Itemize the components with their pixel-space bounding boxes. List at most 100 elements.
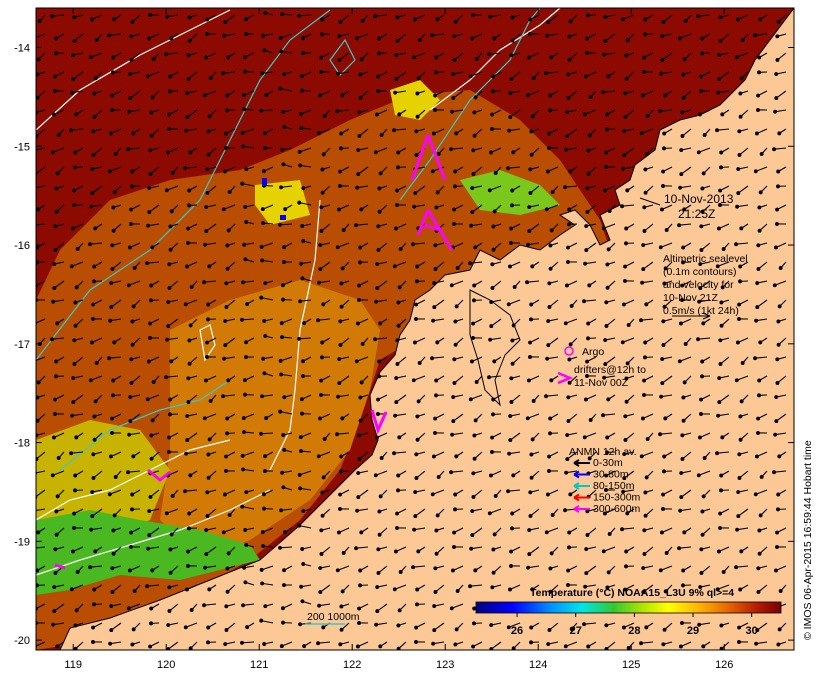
velocity-arrow: [433, 299, 445, 308]
velocity-arrow-head: [259, 244, 264, 249]
velocity-arrow-head: [357, 621, 361, 625]
velocity-arrow: [471, 527, 483, 536]
velocity-arrow: [260, 432, 274, 435]
velocity-arrow-head: [587, 456, 592, 461]
velocity-arrow-head: [453, 507, 457, 512]
velocity-arrow-head: [700, 532, 705, 537]
velocity-arrow-head: [719, 165, 723, 170]
velocity-arrow-head: [547, 146, 551, 150]
velocity-arrow-head: [375, 609, 380, 614]
velocity-arrow-head: [527, 552, 532, 557]
velocity-arrow-head: [621, 489, 626, 494]
velocity-arrow: [299, 525, 312, 529]
velocity-arrow-head: [148, 148, 153, 153]
velocity-arrow-head: [566, 260, 570, 264]
velocity-arrow-head: [472, 110, 477, 115]
velocity-arrow-head: [776, 19, 781, 24]
velocity-arrow-head: [225, 108, 229, 113]
velocity-arrow: [167, 641, 179, 650]
velocity-arrow-head: [566, 245, 571, 250]
velocity-arrow-head: [111, 55, 116, 60]
velocity-arrow: [660, 109, 673, 112]
velocity-arrow-head: [376, 89, 380, 93]
velocity-arrow-head: [530, 114, 535, 119]
velocity-arrow-head: [678, 508, 683, 513]
velocity-arrow-head: [492, 532, 497, 537]
land-inlet-peninsula: [469, 289, 521, 407]
velocity-arrow-head: [701, 494, 706, 499]
velocity-arrow-head: [69, 451, 74, 456]
velocity-arrow-head: [168, 570, 173, 575]
velocity-arrow: [356, 33, 369, 39]
velocity-arrow-head: [207, 587, 212, 592]
velocity-arrow-head: [508, 91, 513, 95]
velocity-arrow-head: [167, 450, 171, 454]
velocity-arrow-head: [183, 302, 188, 307]
velocity-arrow-head: [108, 454, 113, 459]
velocity-arrow-head: [150, 95, 155, 100]
velocity-arrow-head: [111, 551, 116, 556]
velocity-arrow-head: [280, 335, 284, 340]
velocity-arrow-head: [680, 298, 684, 302]
velocity-arrow-head: [754, 641, 759, 646]
velocity-arrow-head: [431, 454, 436, 459]
velocity-arrow: [109, 356, 122, 359]
velocity-arrow-head: [358, 395, 363, 400]
velocity-arrow-head: [487, 375, 492, 380]
velocity-arrow-head: [473, 418, 478, 423]
velocity-arrow-head: [32, 224, 35, 227]
velocity-arrow-head: [681, 395, 686, 400]
velocity-arrow-head: [471, 644, 476, 649]
velocity-arrow-head: [108, 318, 113, 323]
velocity-arrow-head: [393, 549, 398, 554]
velocity-arrow-head: [281, 162, 286, 167]
velocity-arrow: [489, 508, 502, 514]
velocity-arrow-head: [259, 618, 264, 623]
velocity-arrow-head: [110, 243, 115, 248]
velocity-arrow-head: [111, 205, 116, 210]
velocity-arrow-head: [774, 395, 779, 399]
velocity-arrow-head: [567, 530, 572, 535]
velocity-arrow-head: [225, 266, 230, 271]
velocity-arrow-head: [625, 361, 630, 366]
lat-tick-label: -20: [14, 635, 30, 647]
velocity-arrow-head: [564, 283, 569, 288]
velocity-arrow-head: [587, 283, 592, 288]
velocity-arrow-head: [339, 469, 343, 474]
velocity-arrow-head: [451, 395, 456, 399]
velocity-arrow-head: [149, 133, 154, 138]
velocity-arrow-head: [544, 71, 549, 76]
velocity-arrow: [205, 223, 217, 232]
lat-tick-label: -17: [14, 339, 30, 351]
velocity-arrow-head: [74, 112, 79, 117]
velocity-arrow-head: [716, 413, 721, 418]
velocity-arrow-head: [431, 641, 436, 646]
velocity-arrow-head: [36, 395, 40, 400]
velocity-arrow-head: [452, 357, 457, 362]
velocity-arrow-head: [602, 188, 607, 193]
velocity-arrow-head: [776, 169, 781, 174]
velocity-arrow-head: [148, 321, 153, 326]
velocity-arrow-head: [434, 70, 438, 75]
velocity-arrow-head: [493, 171, 498, 175]
velocity-arrow: [394, 261, 407, 267]
velocity-arrow-head: [566, 395, 571, 400]
velocity-arrow-head: [641, 566, 646, 570]
velocity-arrow-head: [208, 76, 213, 80]
velocity-arrow-head: [487, 52, 492, 57]
velocity-arrow: [679, 223, 692, 226]
velocity-arrow-head: [129, 57, 134, 62]
velocity-arrow-head: [510, 511, 515, 516]
velocity-arrow-head: [260, 530, 265, 535]
velocity-arrow: [490, 318, 502, 327]
velocity-arrow-head: [282, 568, 287, 573]
velocity-arrow-head: [414, 152, 419, 157]
velocity-arrow-head: [262, 642, 267, 646]
velocity-arrow-head: [395, 203, 399, 207]
velocity-arrow-head: [548, 93, 553, 98]
velocity-arrow-head: [222, 169, 227, 174]
velocity-arrow-head: [510, 526, 514, 531]
velocity-arrow-head: [91, 152, 96, 157]
velocity-arrow: [109, 166, 122, 172]
velocity-arrow-head: [316, 131, 321, 136]
